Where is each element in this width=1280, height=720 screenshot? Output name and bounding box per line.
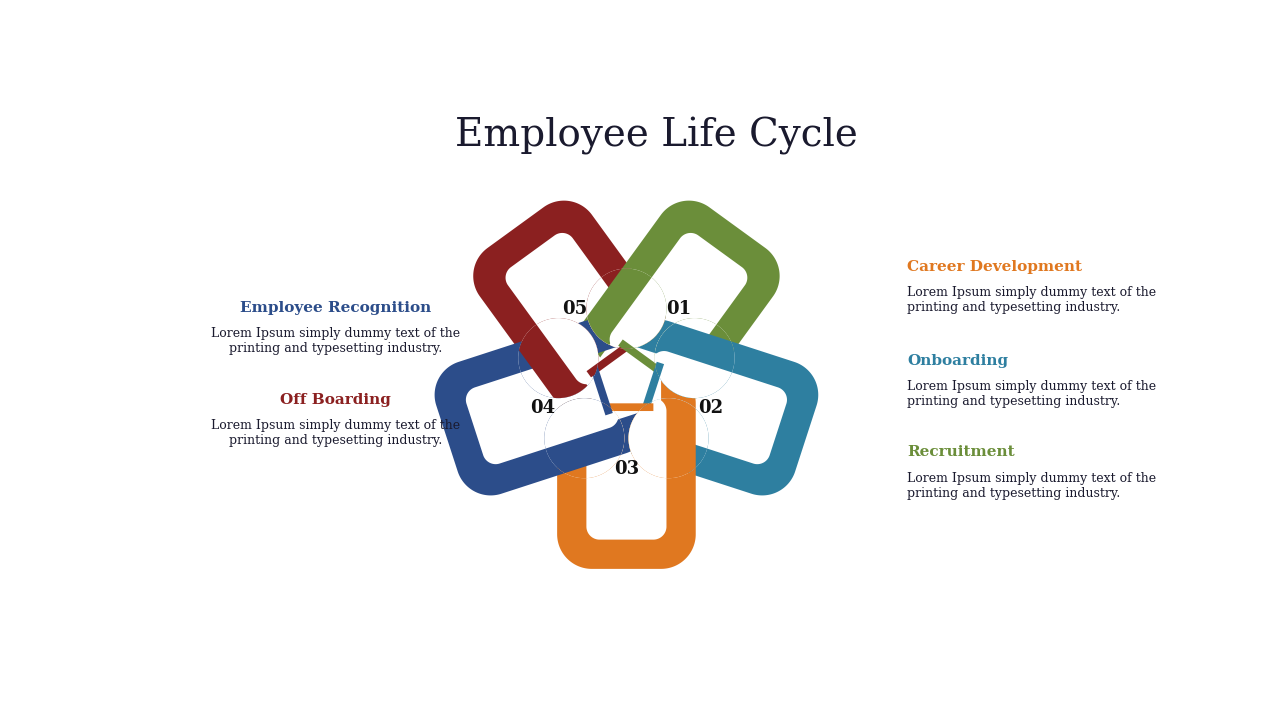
Circle shape: [628, 398, 709, 478]
Polygon shape: [586, 398, 667, 539]
Circle shape: [518, 318, 598, 398]
Text: Lorem Ipsum simply dummy text of the
printing and typesetting industry.: Lorem Ipsum simply dummy text of the pri…: [908, 472, 1156, 500]
Polygon shape: [466, 351, 618, 464]
Polygon shape: [435, 320, 650, 495]
Polygon shape: [635, 351, 787, 464]
Text: Onboarding: Onboarding: [908, 354, 1009, 368]
Polygon shape: [435, 320, 650, 495]
Text: Lorem Ipsum simply dummy text of the
printing and typesetting industry.: Lorem Ipsum simply dummy text of the pri…: [211, 328, 461, 356]
Polygon shape: [603, 320, 818, 495]
Polygon shape: [557, 369, 696, 569]
Circle shape: [628, 398, 709, 478]
Polygon shape: [474, 201, 676, 417]
Polygon shape: [435, 320, 650, 495]
Polygon shape: [577, 201, 780, 417]
Polygon shape: [506, 233, 644, 384]
Circle shape: [628, 398, 709, 478]
Polygon shape: [609, 233, 748, 384]
Polygon shape: [603, 320, 818, 495]
Circle shape: [586, 269, 667, 348]
Circle shape: [544, 398, 625, 478]
Text: Recruitment: Recruitment: [908, 445, 1015, 459]
Polygon shape: [609, 233, 748, 384]
Circle shape: [544, 398, 625, 478]
Polygon shape: [603, 320, 818, 495]
Polygon shape: [474, 201, 676, 417]
Polygon shape: [466, 351, 618, 464]
Polygon shape: [474, 201, 676, 417]
Circle shape: [654, 318, 735, 398]
Polygon shape: [635, 351, 787, 464]
Polygon shape: [586, 398, 667, 539]
Polygon shape: [557, 369, 696, 569]
Polygon shape: [506, 233, 644, 384]
Text: 04: 04: [530, 399, 554, 417]
Text: 02: 02: [698, 399, 723, 417]
Polygon shape: [586, 398, 667, 539]
Polygon shape: [466, 351, 618, 464]
Text: Employee Recognition: Employee Recognition: [241, 301, 431, 315]
Text: Employee Life Cycle: Employee Life Cycle: [454, 117, 858, 156]
Circle shape: [654, 318, 735, 398]
Polygon shape: [609, 233, 748, 384]
Text: Off Boarding: Off Boarding: [280, 392, 392, 407]
Text: 01: 01: [666, 300, 691, 318]
Polygon shape: [635, 351, 787, 464]
Circle shape: [586, 269, 667, 348]
Text: Lorem Ipsum simply dummy text of the
printing and typesetting industry.: Lorem Ipsum simply dummy text of the pri…: [908, 286, 1156, 314]
Polygon shape: [577, 201, 780, 417]
Polygon shape: [506, 233, 644, 384]
Circle shape: [544, 398, 625, 478]
Circle shape: [518, 318, 598, 398]
Text: 03: 03: [614, 460, 639, 478]
Text: 05: 05: [562, 300, 588, 318]
Circle shape: [654, 318, 735, 398]
Polygon shape: [557, 369, 696, 569]
Text: Career Development: Career Development: [908, 260, 1083, 274]
Text: Lorem Ipsum simply dummy text of the
printing and typesetting industry.: Lorem Ipsum simply dummy text of the pri…: [211, 419, 461, 447]
Text: Lorem Ipsum simply dummy text of the
printing and typesetting industry.: Lorem Ipsum simply dummy text of the pri…: [908, 380, 1156, 408]
Polygon shape: [577, 201, 780, 417]
Circle shape: [586, 269, 667, 348]
Circle shape: [518, 318, 598, 398]
